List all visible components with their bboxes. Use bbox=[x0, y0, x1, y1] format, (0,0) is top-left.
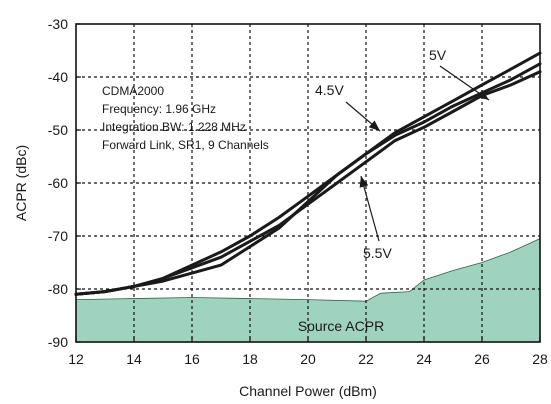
y-tick-label: -40 bbox=[48, 69, 68, 85]
y-tick-label: -90 bbox=[48, 334, 68, 350]
plot-frame bbox=[75, 23, 541, 343]
series-group bbox=[74, 51, 542, 296]
x-tick-label: 22 bbox=[358, 351, 374, 367]
x-tick-label: 24 bbox=[416, 351, 432, 367]
x-tick-labels: 12 14 16 18 20 22 24 26 28 bbox=[68, 351, 548, 367]
annotation-line: CDMA2000 bbox=[102, 84, 164, 98]
y-tick-labels: -90 -80 -70 -60 -50 -40 -30 bbox=[48, 16, 68, 350]
y-tick-label: -60 bbox=[48, 175, 68, 191]
y-tick-label: -70 bbox=[48, 228, 68, 244]
annotation-line: Forward Link, SR1, 9 Channels bbox=[102, 138, 269, 152]
series-callouts: 5V 4.5V 5.5V bbox=[315, 47, 490, 261]
series-line-5-5v bbox=[74, 62, 542, 296]
y-tick-label: -80 bbox=[48, 281, 68, 297]
annotation-line: Integration BW: 1.228 MHz bbox=[102, 120, 246, 134]
x-tick-label: 28 bbox=[532, 351, 548, 367]
arrowhead-5-5v bbox=[359, 176, 369, 188]
x-tick-label: 18 bbox=[242, 351, 258, 367]
series-label-5-5v: 5.5V bbox=[363, 245, 392, 261]
y-tick-label: -30 bbox=[48, 16, 68, 32]
y-axis-title: ACPR (dBc) bbox=[13, 145, 29, 221]
source-acpr-edge bbox=[75, 238, 541, 302]
arrow-5-5v bbox=[360, 175, 380, 242]
arrowhead-5v bbox=[477, 90, 489, 100]
test-conditions-annotation: CDMA2000 Frequency: 1.96 GHz Integration… bbox=[102, 84, 269, 152]
source-acpr-label: Source ACPR bbox=[298, 318, 384, 334]
x-tick-label: 14 bbox=[126, 351, 142, 367]
x-axis-title: Channel Power (dBm) bbox=[239, 383, 377, 399]
y-tick-label: -50 bbox=[48, 122, 68, 138]
grid bbox=[75, 23, 541, 343]
annotation-line: Frequency: 1.96 GHz bbox=[102, 102, 216, 116]
x-tick-label: 16 bbox=[184, 351, 200, 367]
x-tick-label: 12 bbox=[68, 351, 84, 367]
series-label-5v: 5V bbox=[429, 47, 447, 63]
x-tick-label: 26 bbox=[474, 351, 490, 367]
x-tick-label: 20 bbox=[300, 351, 316, 367]
series-line-4-5v bbox=[74, 51, 542, 296]
series-label-4-5v: 4.5V bbox=[315, 82, 344, 98]
arrowhead-4-5v bbox=[368, 120, 380, 131]
source-acpr-area bbox=[76, 238, 540, 342]
